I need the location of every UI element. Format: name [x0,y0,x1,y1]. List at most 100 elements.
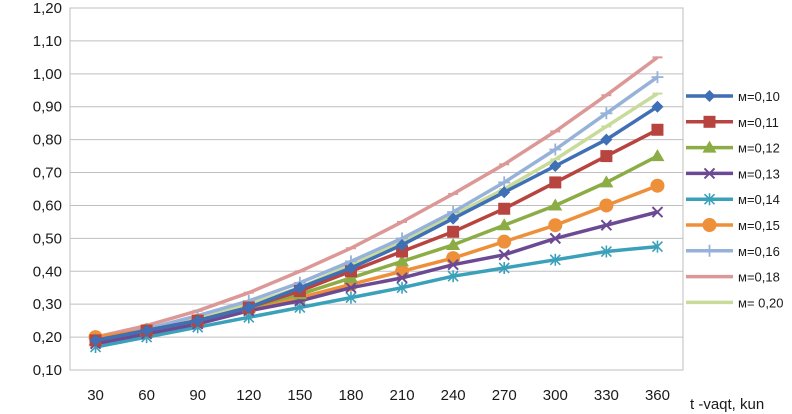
series-line [95,75,659,343]
legend-label: м=0,10 [738,89,780,104]
data-point [498,202,511,215]
x-tick-label: 210 [390,387,415,404]
x-tick-label: 360 [645,387,670,404]
x-tick-label: 330 [594,387,619,404]
data-point [549,159,562,172]
legend: м=0,10 м=0,11 м=0,12 м=0,13 м=0,14 м=0,15 м=0,… [686,89,783,310]
legend-marker [702,218,717,232]
data-point [497,218,512,231]
y-tick-label: 0,40 [33,263,62,280]
data-point [396,281,408,294]
data-point [498,249,510,261]
series-line [95,244,658,349]
legend-item: м=0,15 [686,218,780,233]
y-tick-label: 0,70 [33,165,62,182]
legend-label: м=0,12 [738,141,780,156]
x-axis-tick-labels: 30 60 90 120 150 180 210 240 270 300 330 360 [87,387,670,404]
legend-marker [703,115,716,128]
data-point [548,198,563,211]
legend-label: м= 0,20 [738,295,783,310]
data-point [600,245,612,258]
x-axis-label: t -vaqt, kun [690,396,764,413]
data-point [140,324,153,337]
y-tick-label: 0,20 [33,329,62,346]
series [89,100,664,347]
legend-item: м=0,16 [686,244,780,259]
data-point [395,254,410,267]
legend-label: м=0,18 [738,270,780,285]
data-point [600,219,613,231]
series-line [95,105,659,343]
data-point [651,100,664,113]
data-point [600,107,613,120]
data-point [396,238,409,251]
data-point [396,272,408,284]
legend-marker [702,140,717,153]
data-point [600,150,613,163]
x-tick-label: 150 [287,387,312,404]
series-line [95,55,659,339]
gridlines [69,7,684,371]
data-point [651,123,664,136]
data-point [650,149,665,162]
data-point [447,270,459,283]
data-point [650,178,665,193]
y-axis-tick-labels: 0,10 0,20 0,30 0,40 0,50 0,60 0,70 0,80 0,90 1,00… [33,0,62,379]
data-point [498,261,510,274]
data-point [447,212,460,225]
y-tick-label: 0,50 [33,230,62,247]
series-line [95,210,658,346]
legend-label: м=0,16 [738,244,780,259]
x-tick-label: 180 [338,387,363,404]
data-point [344,261,357,274]
x-tick-label: 120 [236,387,261,404]
data-point [548,218,563,233]
data-point [396,245,409,258]
y-tick-label: 0,10 [33,362,62,379]
x-tick-label: 90 [189,387,206,404]
y-tick-label: 0,80 [33,132,62,149]
x-tick-label: 30 [87,387,104,404]
legend-item: м=0,14 [686,192,780,207]
data-point [549,253,561,266]
data-point [651,206,664,218]
data-point [599,198,614,213]
y-tick-label: 1,10 [33,33,62,50]
data-point [549,232,561,245]
legend-item: м=0,10 [686,89,780,104]
legend-marker [703,193,716,206]
data-point [242,301,255,314]
y-tick-label: 1,00 [33,66,62,83]
x-tick-label: 270 [492,387,517,404]
data-point [651,240,664,253]
y-tick-label: 0,30 [33,296,62,313]
legend-label: м=0,13 [738,166,780,181]
legend-item: м=0,11 [686,115,779,130]
x-tick-label: 300 [543,387,568,404]
data-point [497,234,512,249]
series-group [88,55,665,353]
data-point [89,334,102,347]
y-tick-label: 0,90 [33,99,62,116]
data-point [293,281,306,294]
legend-label: м=0,14 [738,192,780,207]
data-point [191,314,204,327]
legend-label: м=0,15 [738,218,780,233]
data-point [345,282,357,294]
legend-marker [703,167,716,180]
data-point [447,258,459,271]
legend-label: м=0,11 [738,115,779,130]
x-tick-label: 60 [138,387,155,404]
data-point [651,71,664,84]
data-point [446,237,461,250]
legend-item: м=0,18 [686,270,780,285]
legend-item: м=0,12 [686,140,780,156]
data-point [600,133,613,146]
legend-marker [703,244,716,257]
data-point [549,143,562,156]
x-tick-label: 240 [441,387,466,404]
data-point [599,175,614,188]
y-tick-label: 1,20 [33,0,62,17]
